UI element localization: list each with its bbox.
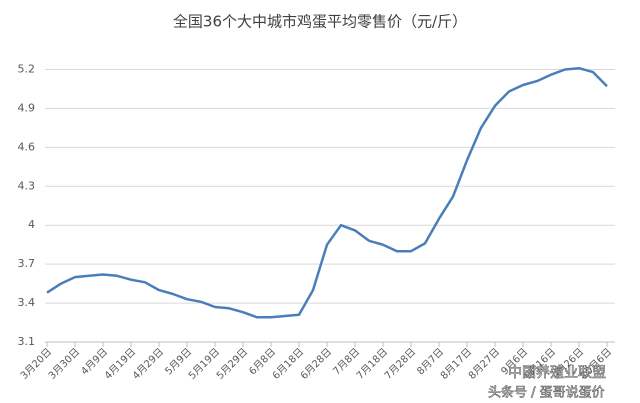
watermark: 中国养殖业联盟: [508, 364, 606, 381]
y-tick-label: 4.6: [18, 140, 36, 153]
line: [46, 66, 608, 319]
chart-title: 全国36个大中城市鸡蛋平均零售价（元/斤）: [173, 13, 467, 31]
y-tick-label: 5.2: [18, 62, 36, 75]
y-tick-label: 4.9: [18, 101, 36, 114]
watermark: 头条号 / 蛋哥说蛋价: [488, 385, 605, 401]
y-tick-label: 3.4: [18, 296, 36, 309]
y-tick-label: 3.7: [18, 257, 36, 270]
y-tick-label: 4.3: [18, 179, 36, 192]
y-tick-label: 4: [28, 218, 35, 231]
y-tick-label: 3.1: [18, 335, 36, 348]
